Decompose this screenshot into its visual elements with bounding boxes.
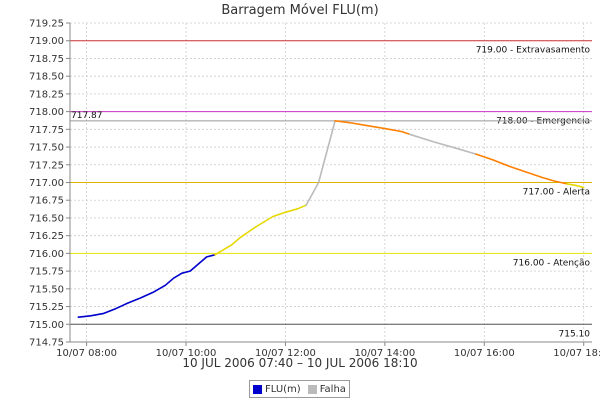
y-tick-label: 716.75: [29, 196, 64, 207]
x-tick-label: 10/07 14:00: [354, 348, 415, 359]
series-segment: [408, 133, 477, 155]
reference-line-label: 719.00 - Extravasamento: [476, 46, 591, 56]
y-tick-label: 715.25: [29, 302, 64, 313]
y-tick-label: 715.00: [29, 320, 64, 331]
reference-line-label: 715.10: [559, 329, 591, 339]
legend-item-falha: Falha: [307, 383, 346, 395]
legend-swatch-flu: [253, 384, 262, 394]
y-tick-label: 718.75: [29, 54, 64, 65]
y-tick-label: 716.00: [29, 249, 64, 260]
x-tick-label: 10/07 12:00: [255, 348, 316, 359]
y-tick-label: 717.75: [29, 125, 64, 136]
reference-line-label: 716.00 - Atenção: [513, 258, 591, 268]
max-marker-label: 717.87: [71, 111, 103, 121]
legend-swatch-falha: [307, 384, 317, 394]
series-segment: [77, 254, 216, 319]
y-tick-label: 717.00: [29, 178, 64, 189]
x-range-label: 10 JUL 2006 07:40 – 10 JUL 2006 18:10: [182, 356, 418, 370]
y-tick-label: 715.50: [29, 284, 64, 295]
legend-item-flu: FLU(m): [253, 384, 301, 395]
y-tick-label: 714.75: [29, 338, 64, 349]
x-tick-label: 10/07 16:00: [454, 348, 515, 359]
chart-title: Barragem Móvel FLU(m): [221, 3, 379, 18]
series-segment: [566, 183, 585, 189]
legend-label-flu: FLU(m): [265, 383, 301, 395]
x-tick-label: 10/07 18:00: [553, 348, 600, 359]
series-segment: [214, 204, 307, 256]
legend-label-falha: Falha: [319, 383, 346, 395]
reference-line-label: 718.00 - Emergencia: [496, 117, 590, 127]
y-tick-label: 718.50: [29, 72, 64, 83]
y-tick-label: 717.50: [29, 143, 64, 154]
series-segment: [305, 120, 336, 206]
legend: FLU(m) Falha: [249, 380, 350, 398]
y-tick-label: 716.25: [29, 231, 64, 242]
series-segment: [475, 153, 568, 185]
reference-line-label: 717.00 - Alerta: [523, 188, 590, 198]
x-tick-label: 10/07 10:00: [156, 348, 217, 359]
y-tick-label: 715.75: [29, 267, 64, 278]
y-tick-label: 717.25: [29, 160, 64, 171]
x-tick-label: 10/07 08:00: [56, 348, 117, 359]
y-tick-label: 718.00: [29, 107, 64, 118]
series-segment: [334, 120, 411, 136]
y-tick-label: 716.50: [29, 213, 64, 224]
y-tick-label: 718.25: [29, 89, 64, 100]
y-tick-label: 719.25: [29, 19, 64, 30]
y-tick-label: 719.00: [29, 36, 64, 47]
